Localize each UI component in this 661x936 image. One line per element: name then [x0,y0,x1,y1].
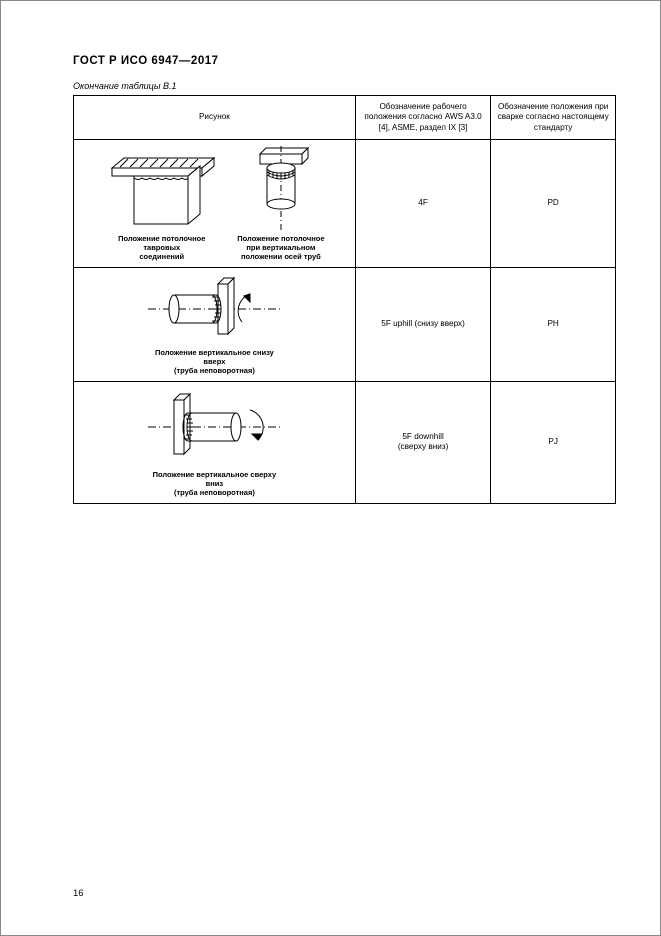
table-caption: Окончание таблицы В.1 [73,81,616,91]
table-row: Положение вертикальное снизу вверх(труба… [74,267,616,381]
fig-label: Положение вертикальное сверху вниз(труба… [149,470,279,497]
fig-label: Положение вертикальное снизу вверх(труба… [149,348,279,375]
fig-label: Положение потолочноепри вертикальномполо… [237,234,324,261]
fig-5f-downhill-icon [144,388,284,466]
welding-positions-table: Рисунок Обозначение рабочего положения с… [73,95,616,504]
aws-code: 5F uphill (снизу вверх) [355,267,491,381]
fig-5f-uphill-icon [144,274,284,344]
header-figure: Рисунок [74,96,356,140]
fig-4f-pipe-vertical-icon [250,146,312,230]
figure-cell-4f: Положение потолочноетавровыхсоединений [74,139,356,267]
aws-code: 5F downhill(сверху вниз) [355,381,491,503]
table-row: Положение вертикальное сверху вниз(труба… [74,381,616,503]
figure-cell-5f-up: Положение вертикальное снизу вверх(труба… [74,267,356,381]
document-page: ГОСТ Р ИСО 6947—2017 Окончание таблицы В… [0,0,661,936]
header-std: Обозначение положения при сварке согласн… [491,96,616,140]
fig-label: Положение потолочноетавровыхсоединений [118,234,205,261]
std-code: PD [491,139,616,267]
fig-4f-tee-overhead-icon [104,156,219,230]
table-row: Положение потолочноетавровыхсоединений [74,139,616,267]
table-header-row: Рисунок Обозначение рабочего положения с… [74,96,616,140]
page-number: 16 [73,888,84,899]
header-aws: Обозначение рабочего положения согласно … [355,96,491,140]
std-code: PH [491,267,616,381]
figure-cell-5f-down: Положение вертикальное сверху вниз(труба… [74,381,356,503]
aws-code: 4F [355,139,491,267]
std-code: PJ [491,381,616,503]
doc-title: ГОСТ Р ИСО 6947—2017 [73,55,616,67]
